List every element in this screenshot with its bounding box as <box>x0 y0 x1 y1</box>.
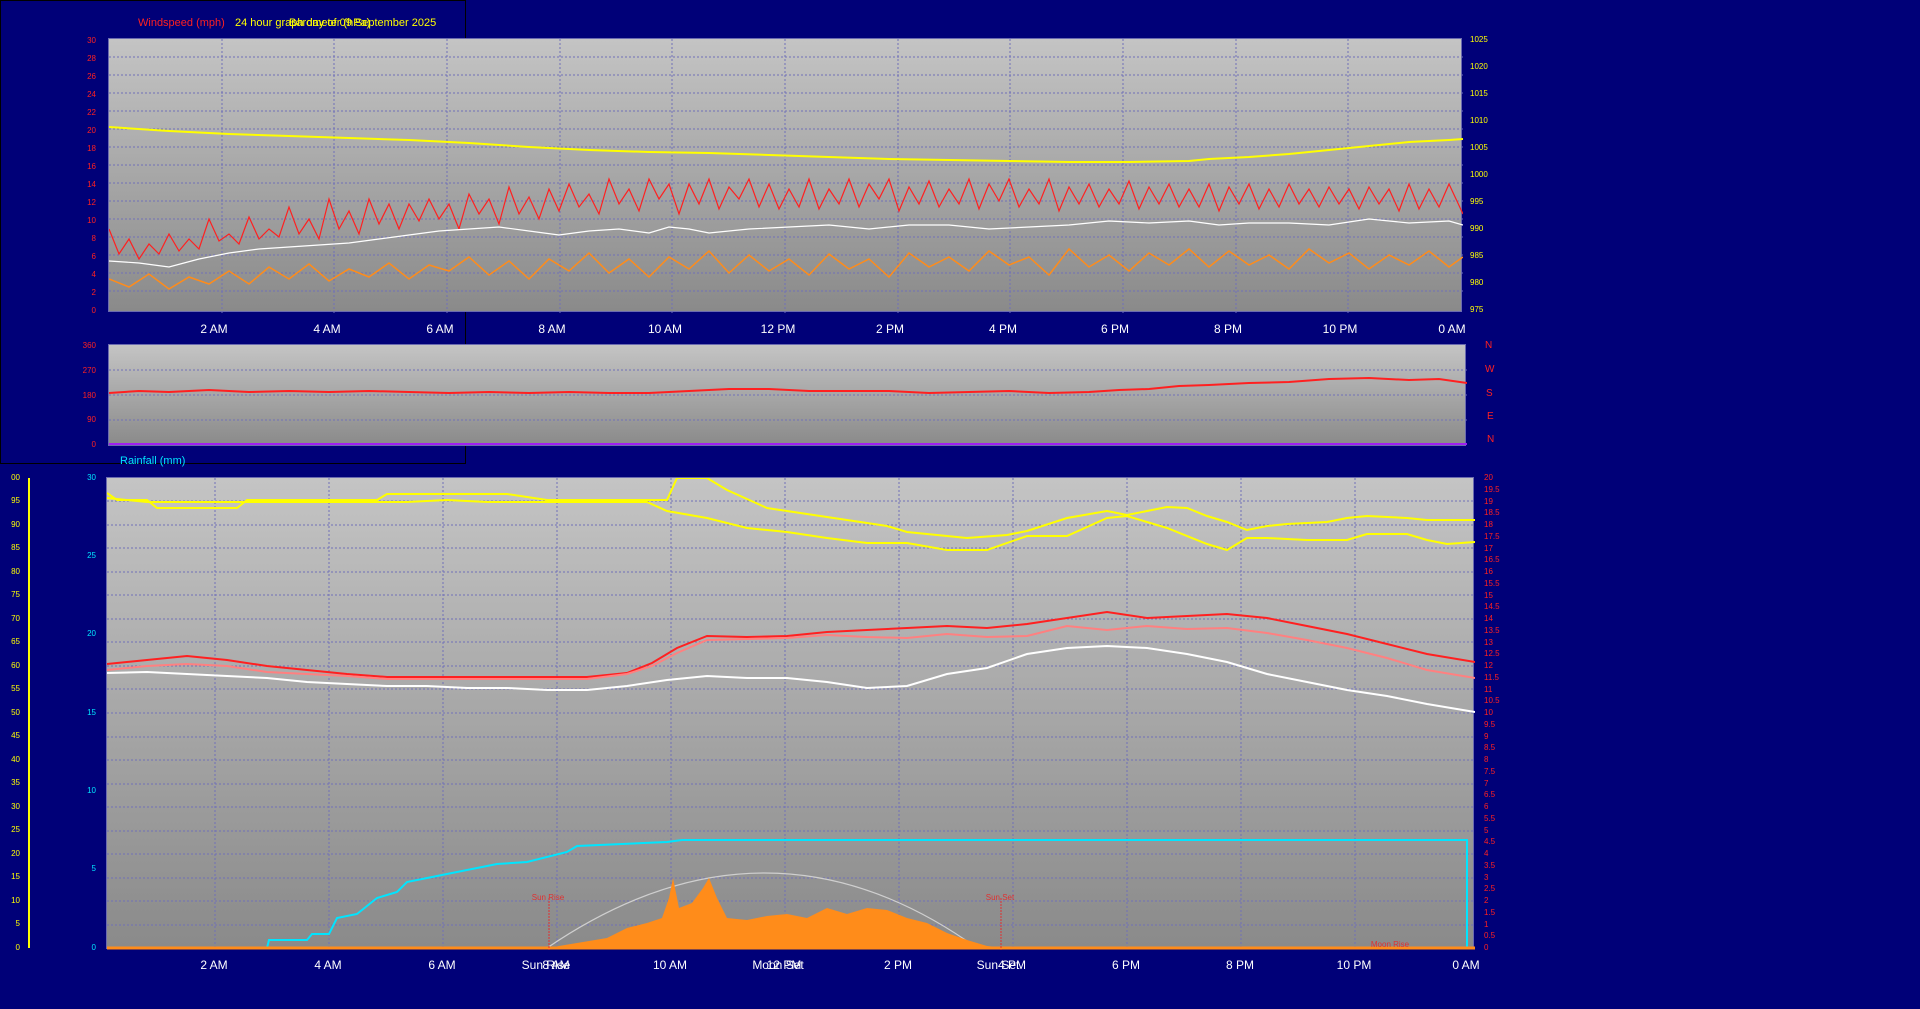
windspeed-label: Windspeed (mph) <box>138 17 225 29</box>
wind-barometer-plot <box>108 38 1463 313</box>
rainfall-label: Rainfall (mm) <box>120 455 186 467</box>
rainfall-axis: 30 25 20 15 10 5 0 <box>87 473 96 952</box>
rain-temp-svg <box>107 478 1475 950</box>
sun-rise-xlabel: Sun Rise <box>521 958 571 972</box>
humidity-line <box>107 497 1475 552</box>
barometer-line <box>109 126 1463 163</box>
sun-set-annotation: Sun Set <box>985 893 1015 902</box>
wind-speed-line <box>109 247 1463 290</box>
wind-barometer-svg <box>109 39 1463 313</box>
rain-temp-plot <box>106 477 1475 950</box>
sun-set-xlabel: Sun Set <box>976 958 1020 972</box>
moon-rise-annotation: Moon Rise <box>1370 940 1410 949</box>
dew-point-line <box>107 644 1475 713</box>
humidity-max-line <box>107 478 1475 540</box>
humidity-axis-line <box>28 478 30 948</box>
moon-set-xlabel: Moon Set <box>752 958 804 972</box>
theoretical-solar-curve <box>546 872 978 949</box>
direction-axis: 360 270 180 90 0 <box>82 341 96 449</box>
wind-gust-line <box>109 177 1463 261</box>
humidity-axis: 00 95 90 85 80 75 70 65 60 55 50 45 40 3… <box>11 473 20 952</box>
solar-area <box>547 878 1007 948</box>
feels-like-line <box>107 624 1475 680</box>
temperature-line <box>107 610 1475 678</box>
windspeed-axis: 30 28 26 24 22 20 18 16 14 12 10 8 6 4 2… <box>87 36 96 315</box>
wind-avg-line <box>109 218 1463 268</box>
temperature-axis: 20 19.5 19 18.5 18 17.5 17 16.5 16 15.5 … <box>1484 473 1500 952</box>
wind-direction-svg <box>109 369 1467 445</box>
rainfall-line <box>107 839 1475 949</box>
wind-direction-plot <box>108 344 1467 446</box>
chart-title: 24 hour graph day of 09 September 2025 <box>235 17 437 29</box>
sun-rise-annotation: Sun Rise <box>531 893 565 902</box>
barometer-label: Barometer (hPa) <box>289 17 371 29</box>
barometer-axis: 1025 1020 1015 1010 1005 1000 995 990 98… <box>1470 35 1488 314</box>
wind-direction-line <box>109 376 1467 395</box>
